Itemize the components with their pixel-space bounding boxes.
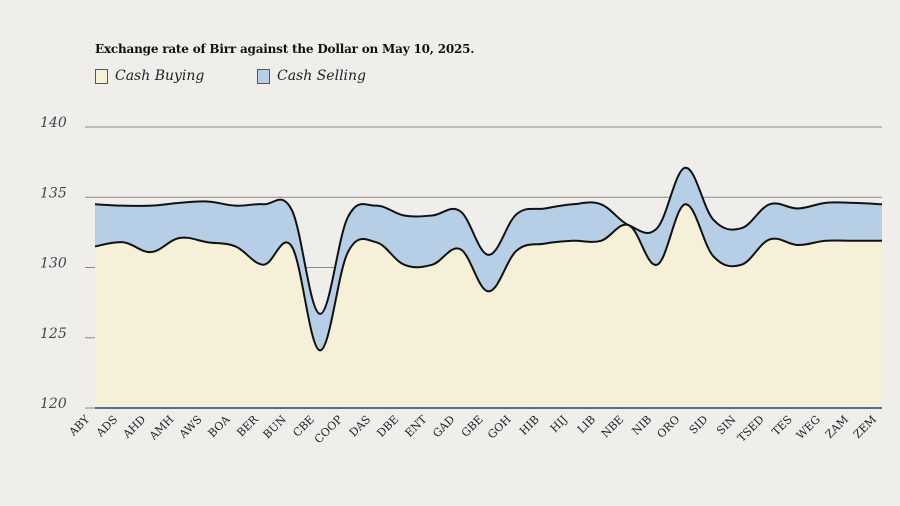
x-tick-label-zam: ZAM bbox=[823, 413, 851, 441]
x-tick-label-nbe: NBE bbox=[599, 413, 626, 440]
x-tick-label-boa: BOA bbox=[206, 412, 234, 440]
legend-item-cash-selling: Cash Selling bbox=[257, 68, 366, 84]
line-cash-selling bbox=[94, 166, 883, 315]
legend-label-cash-buying: Cash Buying bbox=[115, 68, 205, 84]
x-tick-label-sid: SID bbox=[687, 413, 711, 437]
x-tick-label-zem: ZEM bbox=[851, 413, 879, 441]
x-tick-label-ahd: AHD bbox=[120, 413, 149, 442]
legend-label-cash-selling: Cash Selling bbox=[277, 68, 366, 84]
x-tick-label-coop: COOP bbox=[312, 413, 346, 447]
x-tick-label-dbe: DBE bbox=[374, 413, 401, 440]
line-cash-buying bbox=[94, 203, 882, 352]
x-tick-label-aby: ABY bbox=[66, 412, 93, 439]
x-tick-label-ads: ADS bbox=[93, 413, 120, 440]
x-tick-label-aws: AWS bbox=[176, 413, 205, 442]
x-tick-label-lib: LIB bbox=[575, 413, 598, 436]
chart-title: Exchange rate of Birr against the Dollar… bbox=[95, 42, 475, 56]
y-tick-label-125: 125 bbox=[40, 326, 67, 342]
x-tick-label-tsed: TSED bbox=[735, 413, 767, 445]
x-tick-label-tes: TES bbox=[769, 413, 794, 438]
legend-item-cash-buying: Cash Buying bbox=[95, 68, 204, 84]
x-tick-label-goh: GOH bbox=[485, 413, 514, 442]
x-tick-label-ent: ENT bbox=[403, 412, 430, 439]
x-tick-label-oro: ORO bbox=[655, 413, 683, 441]
legend-swatch-cash-buying bbox=[95, 68, 108, 84]
y-tick-label-135: 135 bbox=[40, 185, 67, 201]
x-tick-label-ber: BER bbox=[234, 412, 261, 439]
y-tick-label-120: 120 bbox=[40, 396, 67, 412]
x-tick-label-bun: BUN bbox=[261, 413, 290, 442]
x-tick-label-amh: AMH bbox=[146, 413, 176, 443]
x-tick-label-sin: SIN bbox=[714, 413, 739, 438]
x-tick-label-gbe: GBE bbox=[459, 413, 486, 440]
area-cash-buying bbox=[95, 204, 882, 408]
x-tick-label-das: DAS bbox=[347, 413, 373, 439]
x-tick-label-hij: HIJ bbox=[548, 413, 570, 435]
x-tick-label-hib: HIB bbox=[517, 413, 542, 438]
y-tick-label-130: 130 bbox=[40, 256, 67, 272]
x-tick-label-gad: GAD bbox=[430, 413, 457, 440]
y-tick-label-140: 140 bbox=[40, 115, 67, 131]
x-tick-label-weg: WEG bbox=[794, 413, 823, 442]
x-tick-label-nib: NIB bbox=[629, 413, 654, 438]
legend-swatch-cash-selling bbox=[257, 68, 270, 84]
